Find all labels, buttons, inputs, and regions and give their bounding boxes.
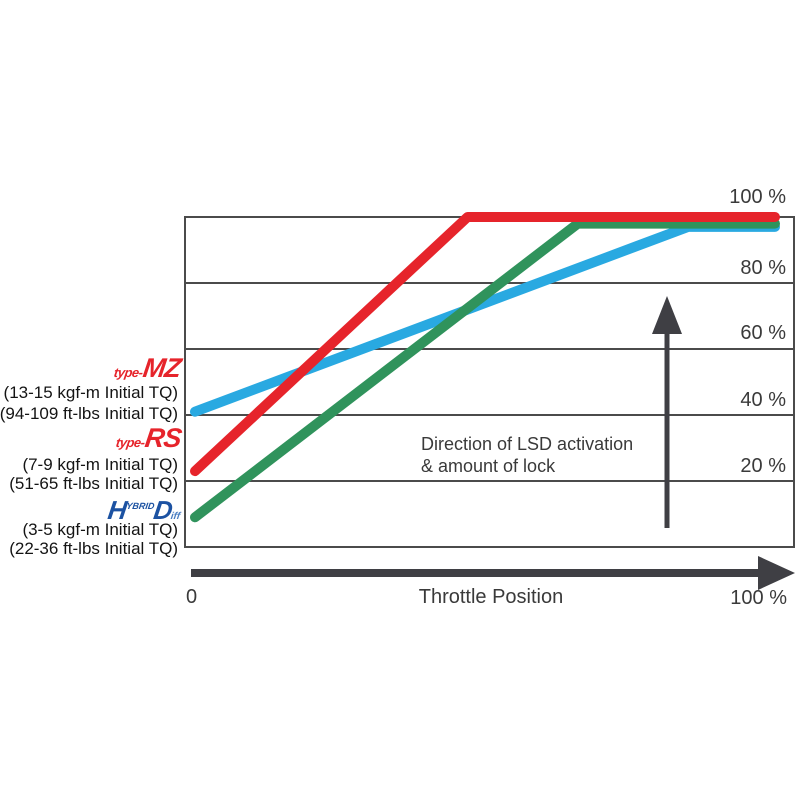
mz-initial-tq-ftlbs: (94-109 ft-lbs Initial TQ) [0,404,178,423]
annotation-line-2: & amount of lock [421,456,556,476]
y-tick-100: 100 % [729,186,786,208]
x-axis-title: Throttle Position [418,586,564,608]
y-tick-60: 60 % [740,322,786,344]
type-rs-logo: type-RS [114,423,183,457]
type-mz-logo-main: MZ [141,353,183,383]
gridline-20pct [184,480,795,482]
annotation-line-1: Direction of LSD activation [421,434,634,454]
type-mz-logo-prefix: type- [113,365,145,380]
gridline-40pct [184,414,795,416]
x-tick-zero: 0 [186,586,198,608]
lsd-direction-annotation: Direction of LSD activation & amount of … [421,433,633,477]
y-tick-20: 20 % [740,455,786,477]
x-axis-arrow [191,556,795,590]
lsd-direction-up-arrow [652,296,682,528]
series-line-hd-hybrid-diff [190,218,780,523]
rs-initial-tq-kgf: (7-9 kgf-m Initial TQ) [22,455,178,474]
y-tick-40: 40 % [740,389,786,411]
type-rs-logo-main: RS [143,423,183,453]
x-tick-100: 100 % [730,587,787,609]
y-tick-80: 80 % [740,257,786,279]
mz-initial-tq-kgf: (13-15 kgf-m Initial TQ) [3,383,178,402]
gridline-60pct [184,348,795,350]
series-lines-group [190,212,780,523]
series-line-type-rs [190,212,780,477]
gridline-80pct [184,282,795,284]
type-rs-logo-prefix: type- [114,435,146,450]
hd-initial-tq-kgf: (3-5 kgf-m Initial TQ) [22,520,178,539]
hd-initial-tq-ftlbs: (22-36 ft-lbs Initial TQ) [9,539,178,558]
hd-logo-ybrid: YBRID [125,501,156,511]
rs-initial-tq-ftlbs: (51-65 ft-lbs Initial TQ) [9,474,178,493]
